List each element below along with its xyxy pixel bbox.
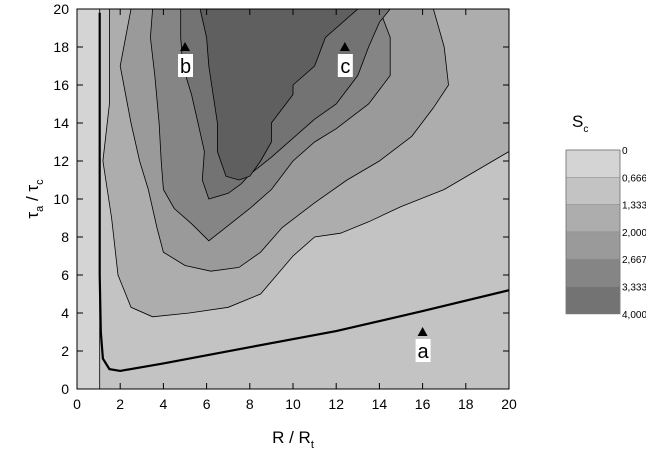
y-axis-label: τa / τc: [23, 179, 46, 219]
x-tick-label-0: 0: [73, 396, 81, 412]
legend-level-label-6: 4,000: [622, 310, 646, 321]
legend-swatch-4: [565, 258, 621, 287]
point-marker-c: [339, 42, 350, 51]
x-tick-label-2: 2: [116, 396, 124, 412]
legend-swatch-5: [565, 286, 621, 315]
legend-level-label-3: 2,000: [622, 228, 646, 239]
x-tick-label-18: 18: [458, 396, 474, 412]
x-tick-label-12: 12: [328, 396, 344, 412]
legend-swatch-2: [565, 204, 621, 233]
point-label-box-c: [337, 54, 353, 77]
x-tick-label-6: 6: [203, 396, 211, 412]
y-tick-label-4: 4: [61, 305, 69, 321]
y-tick-label-6: 6: [61, 267, 69, 283]
y-tick-label-20: 20: [53, 1, 69, 17]
legend-title: Sc: [572, 112, 588, 135]
contour-regions: [77, 9, 509, 389]
point-marker-a: [417, 327, 428, 336]
y-tick-label-12: 12: [53, 153, 69, 169]
legend-frame: [565, 149, 621, 315]
y-tick-label-18: 18: [53, 39, 69, 55]
x-tick-label-14: 14: [372, 396, 388, 412]
x-tick-label-4: 4: [160, 396, 168, 412]
y-tick-label-0: 0: [61, 381, 69, 397]
point-label-box-b: [178, 54, 193, 77]
point-label-c: c: [340, 56, 350, 78]
boundary-curve-layer: [98, 12, 509, 373]
legend: Sc 0 0,6667 1,333 2,000 2,667 3,333 4,000: [565, 112, 646, 321]
point-label-a: a: [418, 341, 430, 363]
axis-ticks: 0 2 4 6 8 10 12 14 16 18 20 0 2 4 6 8 10 12 14 16 18 20: [53, 1, 517, 412]
x-tick-label-16: 16: [415, 396, 431, 412]
point-marker-b: [180, 42, 190, 51]
y-tick-label-2: 2: [61, 343, 69, 359]
x-tick-label-20: 20: [501, 396, 517, 412]
y-tick-label-8: 8: [61, 229, 69, 245]
legend-level-label-1: 0,6667: [622, 173, 646, 184]
point-markers: a b c: [178, 42, 431, 363]
legend-level-label-5: 3,333: [622, 283, 646, 294]
point-label-box-a: [415, 339, 431, 362]
legend-level-label-2: 1,333: [622, 201, 646, 212]
x-axis-label: R / Rt: [272, 428, 314, 451]
contour-region-6: [199, 9, 359, 181]
y-tick-label-14: 14: [53, 115, 69, 131]
contour-region-0: [77, 9, 100, 389]
point-label-b: b: [180, 56, 191, 78]
boundary-curve: [98, 12, 509, 373]
legend-level-label-0: 0: [622, 146, 628, 157]
y-tick-label-16: 16: [53, 77, 69, 93]
legend-swatch-0: [565, 149, 621, 178]
x-tick-label-10: 10: [285, 396, 301, 412]
x-tick-label-8: 8: [246, 396, 254, 412]
y-tick-label-10: 10: [53, 191, 69, 207]
legend-level-label-4: 2,667: [622, 255, 646, 266]
legend-swatch-3: [565, 231, 621, 260]
legend-swatch-1: [565, 177, 621, 205]
